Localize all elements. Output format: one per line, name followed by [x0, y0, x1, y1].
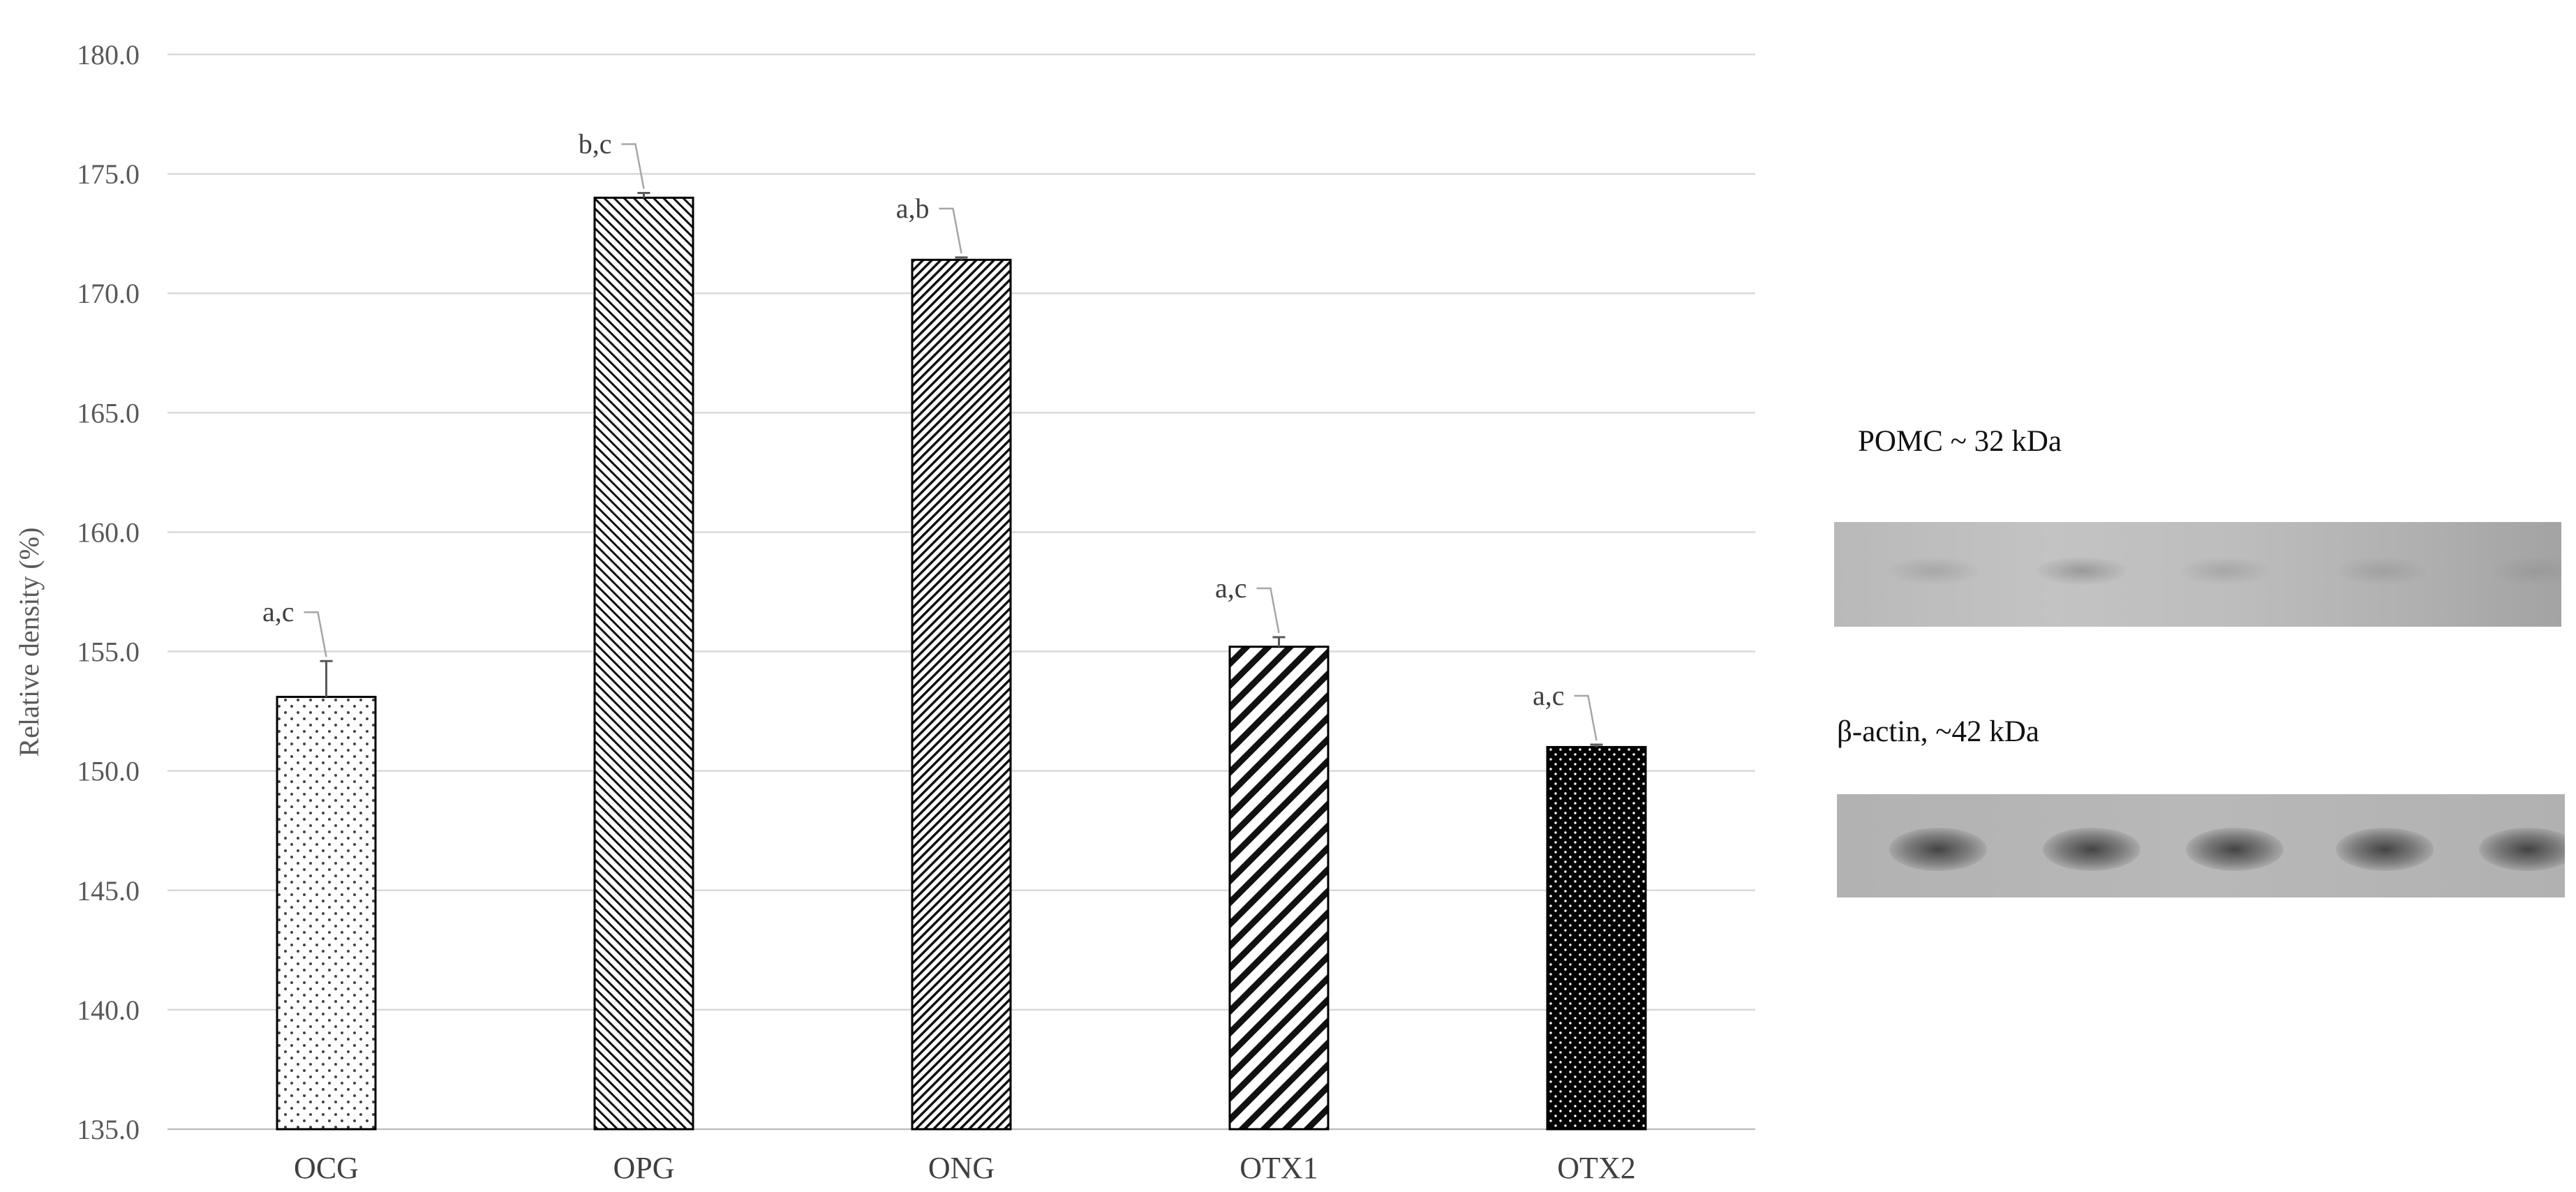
- y-tick-label: 175.0: [77, 158, 140, 190]
- bar-opg: [593, 196, 694, 1131]
- bar-ocg: [276, 696, 377, 1131]
- pomc-band: [2180, 557, 2270, 585]
- y-tick-label: 135.0: [77, 1114, 140, 1145]
- y-tick-label: 180.0: [77, 39, 140, 70]
- annotation-leader: [621, 143, 645, 189]
- annotation-leader: [939, 207, 962, 254]
- x-tick-label: OCG: [294, 1151, 359, 1185]
- x-tick-label: OTX2: [1557, 1151, 1635, 1185]
- annotation-leader: [1574, 694, 1598, 741]
- y-tick-label: 145.0: [77, 875, 140, 907]
- x-tick-label: OPG: [613, 1151, 674, 1185]
- actin-band: [2336, 828, 2434, 871]
- bar-chart: 135.0 140.0 145.0 150.0 155.0 160.0 165.0 170.0…: [13, 39, 1755, 1185]
- pomc-band: [2037, 557, 2127, 585]
- x-tick-label: ONG: [928, 1151, 995, 1185]
- actin-band: [2479, 828, 2565, 871]
- bar-ong: [911, 258, 1012, 1131]
- annotation-leader: [304, 611, 327, 657]
- pomc-blot-strip: [1834, 522, 2561, 627]
- y-tick-label: 140.0: [77, 994, 140, 1026]
- significance-label: a,b: [896, 193, 930, 224]
- actin-blot-strip: [1837, 794, 2565, 897]
- bar-otx2: [1546, 745, 1647, 1131]
- pomc-band: [2490, 557, 2561, 585]
- bar-otx1: [1228, 646, 1330, 1131]
- significance-label: a,c: [1215, 572, 1247, 604]
- y-tick-labels: 135.0 140.0 145.0 150.0 155.0 160.0 165.0 170.0…: [77, 39, 140, 1145]
- significance-label: a,c: [1533, 680, 1565, 711]
- pomc-label: POMC ~ 32 kDa: [1858, 425, 2062, 458]
- y-tick-label: 160.0: [77, 516, 140, 548]
- x-tick-labels: OCG OPG ONG OTX1 OTX2: [294, 1151, 1636, 1185]
- actin-label: β-actin, ~42 kDa: [1837, 715, 2039, 748]
- significance-label: b,c: [579, 128, 612, 159]
- actin-band: [2043, 828, 2141, 871]
- annotation-leader: [1256, 587, 1280, 634]
- y-tick-label: 150.0: [77, 756, 140, 787]
- x-tick-label: OTX1: [1239, 1151, 1318, 1185]
- bars: a,c b,c a,b a,c a,c: [262, 128, 1647, 1131]
- actin-band: [2186, 828, 2284, 871]
- pomc-band: [1889, 557, 1979, 585]
- significance-label: a,c: [262, 596, 295, 627]
- y-tick-label: 155.0: [77, 636, 140, 668]
- y-tick-label: 170.0: [77, 278, 140, 309]
- pomc-band: [2337, 557, 2427, 585]
- y-axis-label: Relative density (%): [13, 528, 45, 757]
- actin-band: [1889, 828, 1987, 871]
- y-tick-label: 165.0: [77, 397, 140, 429]
